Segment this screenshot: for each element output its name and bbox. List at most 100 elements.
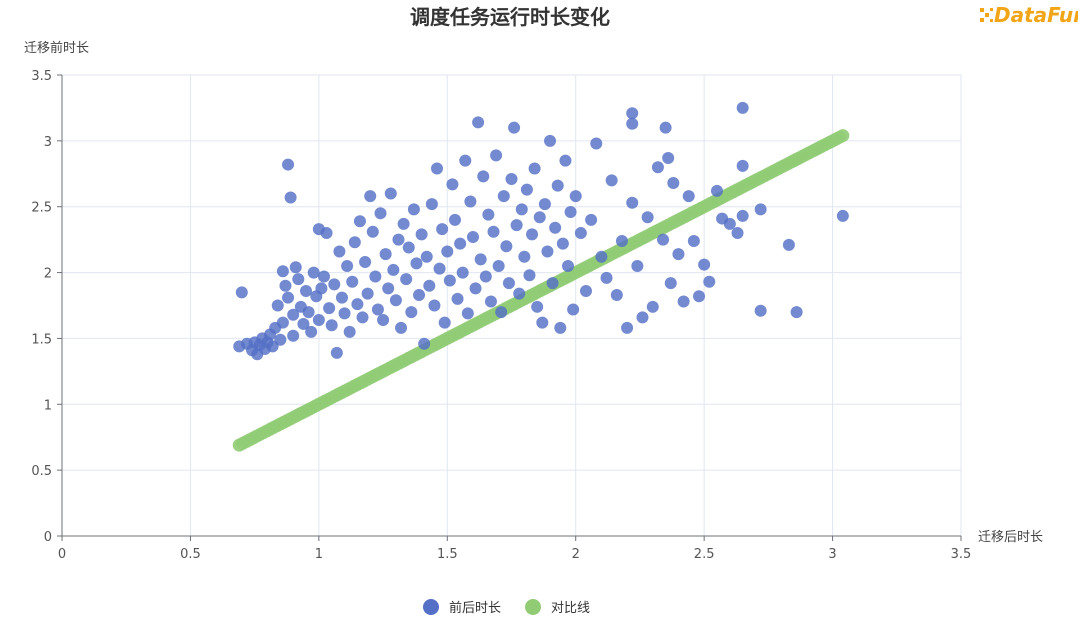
data-point: [698, 258, 711, 271]
data-point: [662, 151, 675, 164]
data-point: [389, 294, 402, 307]
data-point: [338, 307, 351, 320]
data-point: [626, 196, 639, 209]
data-point: [641, 211, 654, 224]
data-point: [736, 209, 749, 222]
data-point: [590, 137, 603, 150]
legend-label-scatter[interactable]: 前后时长: [449, 600, 501, 616]
y-axis-label: 迁移前时长: [24, 40, 89, 56]
data-point: [418, 337, 431, 350]
data-point: [559, 154, 572, 167]
data-point: [502, 277, 515, 290]
data-point: [579, 285, 592, 298]
data-point: [754, 304, 767, 317]
data-point: [621, 321, 634, 334]
data-point: [282, 291, 295, 304]
data-point: [300, 285, 313, 298]
data-point: [487, 225, 500, 238]
data-point: [556, 237, 569, 250]
data-point: [274, 333, 287, 346]
data-point: [323, 302, 336, 315]
data-point: [544, 134, 557, 147]
data-point: [374, 207, 387, 220]
data-point: [451, 292, 464, 305]
data-point: [836, 209, 849, 222]
data-point: [356, 311, 369, 324]
data-point: [682, 190, 695, 203]
data-point: [379, 248, 392, 261]
x-tick-label: 2.5: [694, 547, 715, 562]
data-point: [636, 311, 649, 324]
data-point: [600, 271, 613, 284]
data-point: [423, 279, 436, 292]
y-tick-label: 0: [44, 530, 52, 545]
legend-marker-reference[interactable]: [525, 599, 541, 615]
data-point: [677, 295, 690, 308]
data-point: [667, 177, 680, 190]
data-point: [305, 325, 318, 338]
data-point: [371, 303, 384, 316]
data-point: [317, 270, 330, 283]
data-point: [397, 217, 410, 230]
data-point: [364, 190, 377, 203]
data-point: [533, 211, 546, 224]
data-point: [574, 227, 587, 240]
data-point: [461, 307, 474, 320]
data-point: [477, 170, 490, 183]
axes: 0 0.5 1 1.5 2 2.5 3 3.5 0 0.5 1 1.5 2 2.5 3 3.5: [31, 69, 971, 562]
data-point: [431, 162, 444, 175]
data-point: [531, 300, 544, 313]
datafun-logo: DataFun.: [980, 3, 1078, 27]
data-point: [359, 256, 372, 269]
data-point: [526, 228, 539, 241]
data-point: [284, 191, 297, 204]
data-point: [497, 190, 510, 203]
data-point: [569, 190, 582, 203]
legend: 前后时长 对比线: [423, 599, 590, 616]
data-point: [536, 316, 549, 329]
data-point: [402, 241, 415, 254]
data-point: [454, 237, 467, 250]
y-tick-label: 2: [44, 267, 52, 282]
data-point: [651, 161, 664, 174]
data-point: [736, 159, 749, 172]
data-point: [392, 233, 405, 246]
legend-marker-scatter[interactable]: [423, 599, 439, 615]
x-tick-label: 3: [828, 547, 836, 562]
data-point: [538, 198, 551, 211]
data-point: [672, 248, 685, 261]
y-tick-label: 1: [44, 398, 52, 413]
x-tick-label: 1.5: [437, 547, 458, 562]
data-point: [341, 259, 354, 272]
data-point: [703, 275, 716, 288]
data-point: [626, 117, 639, 130]
data-point: [428, 299, 441, 312]
data-point: [474, 253, 487, 266]
data-point: [731, 227, 744, 240]
data-point: [387, 263, 400, 276]
data-point: [348, 236, 361, 249]
data-point: [366, 225, 379, 238]
data-point: [472, 116, 485, 129]
data-point: [443, 274, 456, 287]
data-point: [710, 184, 723, 197]
data-point: [441, 245, 454, 258]
data-point: [343, 325, 356, 338]
scatter-series-points: [233, 101, 849, 361]
data-point: [546, 277, 559, 290]
data-point: [410, 257, 423, 270]
data-point: [415, 228, 428, 241]
legend-label-reference[interactable]: 对比线: [551, 601, 590, 616]
data-point: [446, 178, 459, 191]
data-point: [528, 162, 541, 175]
data-point: [551, 179, 564, 192]
data-point: [464, 195, 477, 208]
data-point: [276, 316, 289, 329]
data-point: [631, 259, 644, 272]
data-point: [271, 299, 284, 312]
data-point: [315, 282, 328, 295]
data-point: [325, 319, 338, 332]
data-point: [510, 219, 523, 232]
